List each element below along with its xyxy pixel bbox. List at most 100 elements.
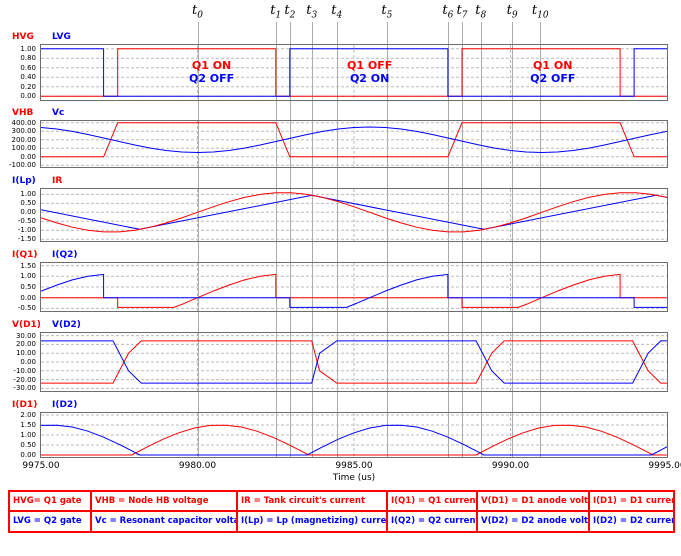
series-label: V(D2): [52, 320, 81, 330]
ytick-label: -100.00: [8, 161, 36, 170]
gates-canvas: [41, 45, 667, 100]
panel-mosfet-currents-plot: [40, 262, 668, 312]
ytick-label: 0.50: [20, 199, 36, 208]
time-marker-line: [540, 22, 542, 458]
legend-cell: I(D1) = D1 current: [588, 489, 675, 513]
ytick-label: 200.00: [11, 135, 37, 144]
time-marker-line: [461, 22, 463, 458]
legend-cell: IR = Tank circuit's current: [236, 489, 388, 513]
ytick-label: 1.00: [20, 431, 36, 439]
series-label: I(D2): [52, 400, 78, 410]
ytick-label: 0.00: [20, 152, 36, 161]
legend-row-blue: LVG = Q2 gate Vc = Resonant capacitor vo…: [8, 510, 675, 533]
ytick-label: 300.00: [11, 127, 37, 136]
ytick-label: -10.00: [13, 366, 36, 375]
time-marker-line: [512, 22, 514, 458]
ytick-label: 0.50: [20, 441, 36, 449]
ytick-label: 0.00: [20, 451, 36, 459]
series-label: I(D1): [12, 400, 38, 410]
legend-cell: LVG = Q2 gate: [8, 510, 92, 533]
time-marker-line: [289, 22, 291, 458]
time-marker-line: [275, 22, 277, 458]
trace-I(D1): [41, 424, 667, 456]
ytick-label: 20.00: [15, 340, 36, 349]
trace-I(Q2): [41, 273, 667, 308]
marker-base: t: [331, 3, 337, 18]
panel-halfbridge-plot: [40, 120, 668, 168]
trace-HVG: [41, 48, 667, 97]
diode-voltages-canvas: [41, 333, 667, 391]
ytick-label: 0.50: [20, 283, 36, 291]
series-label: HVG: [12, 32, 34, 42]
marker-base: t: [506, 3, 512, 18]
legend-cell: I(Q2) = Q2 current: [386, 510, 478, 533]
marker-base: t: [531, 3, 538, 18]
halfbridge-canvas: [41, 121, 667, 167]
legend-cell: VHB = Node HB voltage: [90, 489, 238, 513]
marker-sub: 0: [197, 10, 203, 21]
ytick-label: 0.80: [20, 54, 36, 63]
marker-base: t: [456, 3, 462, 18]
time-marker-label: t0: [192, 3, 203, 21]
time-marker-label: t8: [475, 3, 486, 21]
marker-sub: 7: [461, 10, 468, 21]
ytick-label: 0.60: [20, 63, 36, 72]
panel-gates-plot: [40, 44, 668, 101]
time-marker-line: [447, 22, 449, 458]
ytick-label: 0.40: [20, 73, 36, 82]
series-label: IR: [52, 176, 63, 186]
marker-base: t: [442, 3, 448, 18]
trace-IR: [41, 192, 667, 233]
q2-state-label: Q2 OFF: [530, 72, 576, 85]
marker-sub: 8: [480, 10, 487, 21]
marker-sub: 6: [447, 10, 454, 21]
trace-LVG: [41, 48, 667, 97]
marker-base: t: [381, 3, 387, 18]
ytick-label: 100.00: [11, 144, 37, 153]
ytick-label: -20.00: [13, 375, 36, 384]
panel-tank-currents-plot: [40, 188, 668, 242]
trace-V(D1): [41, 340, 667, 384]
q2-state-label: Q2 OFF: [188, 72, 235, 85]
trace-Vc: [41, 126, 667, 154]
series-label: I(Lp): [12, 176, 36, 186]
time-marker-label: t2: [284, 3, 295, 21]
ytick-label: -1.50: [17, 235, 36, 244]
ytick-label: -30.00: [13, 384, 36, 393]
gate-state-annotation: Q1 ON Q2 OFF: [530, 59, 575, 85]
time-marker-label: t6: [442, 3, 453, 21]
panel-diode-voltages-plot: [40, 332, 668, 392]
time-marker-label: t4: [331, 3, 342, 21]
time-marker-line: [336, 22, 338, 458]
series-label: Vc: [52, 108, 65, 118]
ytick-label: 1.00: [20, 272, 36, 281]
legend-table: HVG= Q1 gate VHB = Node HB voltage IR = …: [8, 489, 675, 533]
tank-currents-canvas: [41, 189, 667, 241]
q1-state-label: Q1 OFF: [347, 59, 393, 72]
time-marker-line: [311, 22, 313, 458]
q1-state-label: Q1 ON: [533, 59, 573, 72]
marker-sub: 5: [386, 10, 393, 21]
xtick-label: 9985.00: [335, 461, 373, 471]
marker-sub: 10: [537, 10, 549, 21]
ytick-label: 0.20: [20, 82, 36, 91]
ytick-label: 400.00: [11, 118, 37, 127]
series-label: LVG: [52, 32, 71, 42]
ytick-label: 30.00: [15, 331, 36, 340]
x-axis-title: Time (us): [332, 473, 376, 483]
ytick-label: -0.50: [17, 217, 36, 226]
ytick-label: 1.50: [20, 261, 36, 270]
series-label: I(Q2): [52, 250, 78, 260]
time-marker-label: t3: [306, 3, 317, 21]
legend-cell: V(D1) = D1 anode voltage: [476, 489, 590, 513]
xtick-label: 9980.00: [178, 461, 217, 471]
marker-base: t: [475, 3, 481, 18]
ytick-label: 1.00: [20, 190, 36, 199]
mosfet-currents-canvas: [41, 263, 667, 311]
xtick-label: 9995.00: [648, 461, 681, 471]
ytick-label: 0.00: [20, 92, 36, 101]
marker-sub: 2: [289, 10, 296, 21]
ytick-label: 1.00: [20, 44, 36, 53]
series-label: V(D1): [12, 320, 41, 330]
time-marker-label: t1: [270, 3, 281, 21]
